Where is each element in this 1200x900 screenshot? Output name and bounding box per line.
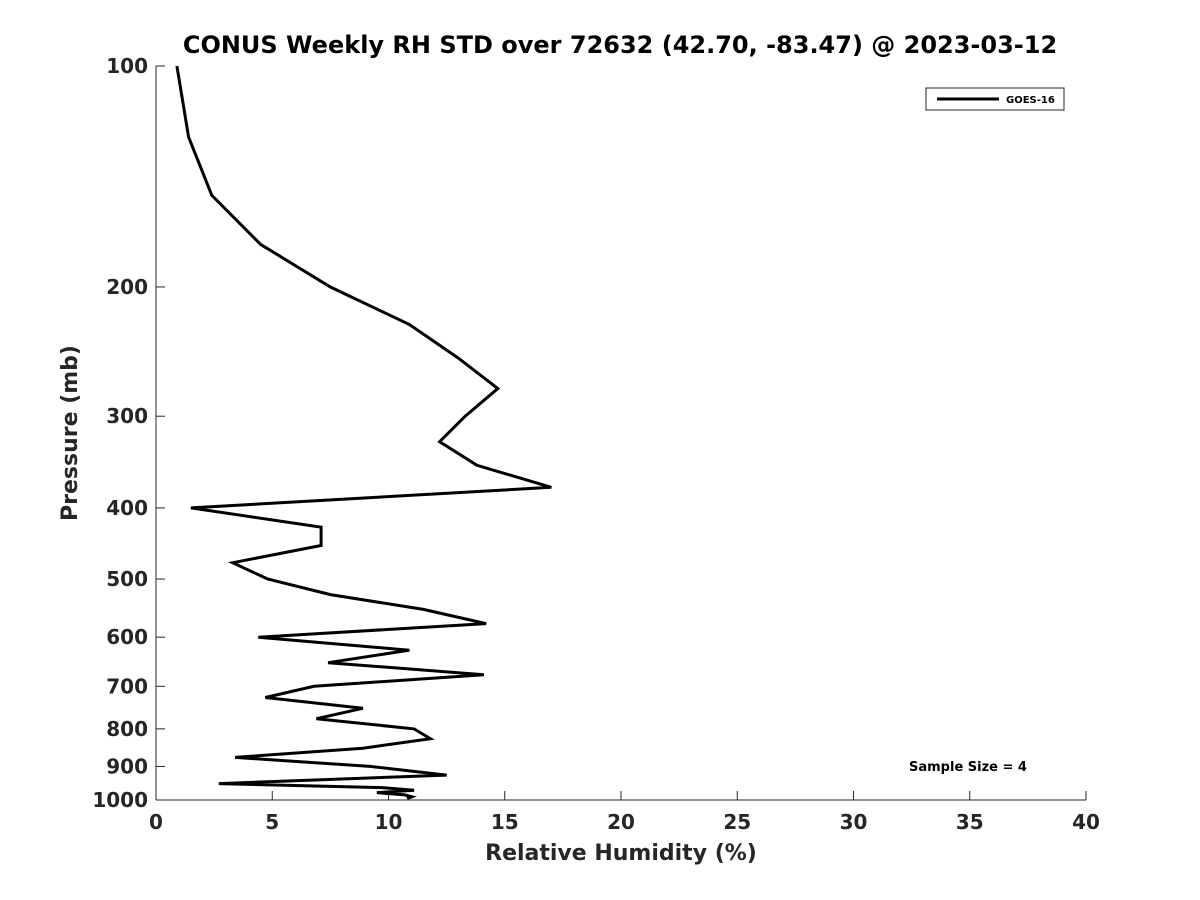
legend-label-goes-16: GOES-16: [1006, 95, 1055, 106]
x-tick-label: 25: [723, 810, 751, 834]
x-ticks: 0 5 10 15 20 25 30 35 40: [149, 791, 1100, 834]
y-tick-label: 900: [106, 754, 148, 778]
y-tick-label: 300: [106, 404, 148, 428]
x-tick-label: 30: [840, 810, 868, 834]
y-tick-label: 500: [106, 567, 148, 591]
x-tick-label: 15: [491, 810, 519, 834]
y-tick-label: 1000: [92, 788, 148, 812]
x-tick-label: 10: [375, 810, 403, 834]
y-axis-label: Pressure (mb): [58, 345, 83, 521]
y-tick-label: 100: [106, 54, 148, 78]
x-axis-label: Relative Humidity (%): [485, 841, 757, 866]
x-tick-label: 20: [607, 810, 635, 834]
x-tick-label: 35: [956, 810, 984, 834]
y-ticks: 100 200 300 400 500 600 700 800 900 1000: [92, 54, 165, 812]
sample-size-annotation: Sample Size = 4: [909, 760, 1027, 775]
y-tick-label: 600: [106, 625, 148, 649]
legend: GOES-16: [925, 87, 1065, 111]
x-tick-label: 5: [265, 810, 279, 834]
x-tick-label: 0: [149, 810, 163, 834]
chart-title: CONUS Weekly RH STD over 72632 (42.70, -…: [183, 31, 1057, 59]
y-tick-label: 700: [106, 674, 148, 698]
y-tick-label: 400: [106, 496, 148, 520]
y-tick-label: 200: [106, 275, 148, 299]
series-line-goes-16: [175, 65, 552, 800]
y-tick-label: 800: [106, 717, 148, 741]
x-tick-label: 40: [1072, 810, 1100, 834]
series-layer: [175, 65, 552, 800]
